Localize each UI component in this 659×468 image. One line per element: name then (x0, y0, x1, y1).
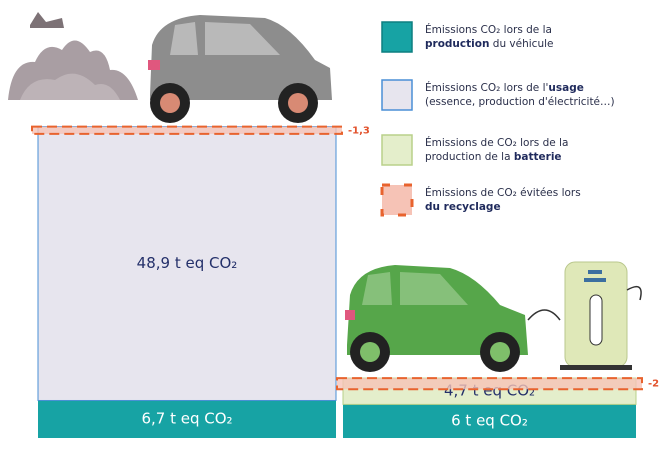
legend-swatch (382, 185, 412, 215)
legend-entry: Émissions de CO₂ évitées lors du recycla… (425, 186, 655, 214)
legend-swatch (382, 22, 412, 52)
legend-emphasis: batterie (514, 151, 562, 163)
clouds (8, 12, 138, 100)
charger (528, 262, 641, 370)
legend-emphasis: du recyclage (425, 201, 501, 213)
value-label: 6,7 t eq CO₂ (141, 410, 232, 428)
value-label: -2 (648, 379, 659, 390)
thermal-car (148, 15, 332, 123)
legend-entry: Émissions CO₂ lors de la production du v… (425, 23, 655, 51)
electric-car (345, 265, 528, 372)
legend-entry: Émissions de CO₂ lors de la production d… (425, 136, 655, 164)
infographic: 6,7 t eq CO₂48,9 t eq CO₂-1,36 t eq CO₂4… (0, 0, 659, 468)
legend-emphasis: production (425, 38, 489, 50)
recycling-band (337, 378, 642, 389)
legend-swatch (382, 80, 412, 110)
recycling-band (32, 127, 342, 134)
value-label: -1,3 (348, 125, 370, 136)
value-label: 48,9 t eq CO₂ (137, 254, 238, 272)
chart: 6,7 t eq CO₂48,9 t eq CO₂-1,36 t eq CO₂4… (0, 0, 659, 468)
legend-entry: Émissions CO₂ lors de l'usage (essence, … (425, 81, 655, 109)
value-label: 6 t eq CO₂ (451, 412, 528, 430)
legend-swatch (382, 135, 412, 165)
legend-emphasis: usage (548, 82, 583, 94)
